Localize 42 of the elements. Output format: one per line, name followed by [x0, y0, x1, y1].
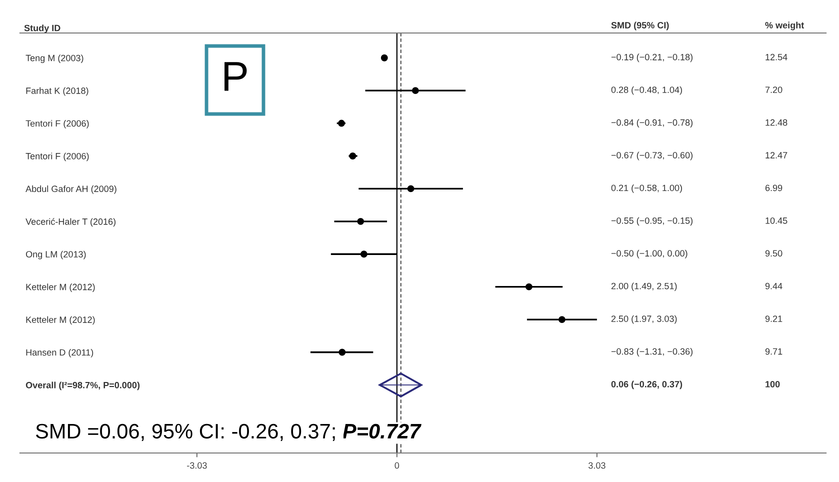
annotation: 0.28 (−0.48, 1.04)	[611, 86, 682, 95]
y-tick-label: Ong LM (2013)	[26, 250, 86, 260]
y-tick-label: Tentori F (2006)	[26, 120, 89, 128]
y-tick-label: Tentori F (2006)	[26, 152, 89, 162]
y-tick-label: Teng M (2003)	[26, 54, 84, 64]
y-tick-label: Overall (I²=98.7%, P=0.000)	[26, 382, 140, 390]
annotation: 9.50	[765, 250, 782, 257]
annotation: P	[224, 62, 247, 91]
x-tick-label: 3.03	[588, 462, 606, 469]
y-tick-label: Farhat K (2018)	[26, 87, 88, 96]
annotation: 9.44	[765, 282, 782, 290]
y-tick-label: Abdul Gafor AH (2009)	[26, 185, 116, 194]
annotation: 2.00 (1.49, 2.51)	[611, 282, 677, 292]
text: SMD =0.06, 95% CI: -0.26, 0.37;	[36, 424, 335, 442]
annotation: 12.54	[766, 54, 788, 60]
y-tick-label: Hansen D (2011)	[26, 348, 94, 358]
annotation: 6.99	[765, 184, 782, 192]
annotation: 9.21	[765, 316, 782, 322]
annotation: 9.71	[765, 348, 782, 355]
annotation: 12.47	[766, 152, 788, 158]
y-axis-title: Study ID	[24, 24, 60, 33]
y-tick-label: Ketteler M (2012)	[26, 316, 95, 325]
y-tick-label: Ketteler M (2012)	[26, 284, 95, 292]
annotation: −0.83 (−1.31, −0.36)	[611, 348, 693, 356]
x-tick-label: 0	[394, 462, 400, 469]
annotation: 0.21 (−0.58, 1.00)	[611, 184, 682, 193]
text: % weight	[765, 22, 804, 30]
x-tick-label: -3.03	[187, 462, 207, 469]
annotation: −0.67 (−0.73, −0.60)	[611, 152, 693, 160]
annotation: −0.19 (−0.21, −0.18)	[611, 54, 693, 62]
annotation: 10.45	[766, 217, 788, 224]
annotation: 0.06 (−0.26, 0.37)	[611, 380, 682, 390]
annotation: −0.84 (−0.91, −0.78)	[611, 119, 693, 128]
text: P=0.727	[342, 424, 422, 439]
annotation: 7.20	[765, 86, 782, 93]
annotation: −0.55 (−0.95, −0.15)	[611, 217, 693, 226]
annotation: 12.48	[766, 119, 788, 126]
y-tick-label: Vecerić-Haler T (2016)	[26, 218, 116, 227]
annotation: 100	[766, 380, 780, 388]
annotation: 2.50 (1.97, 3.03)	[611, 315, 677, 324]
text: SMD (95% CI)	[611, 22, 669, 30]
annotation: −0.50 (−1.00, 0.00)	[611, 250, 688, 258]
